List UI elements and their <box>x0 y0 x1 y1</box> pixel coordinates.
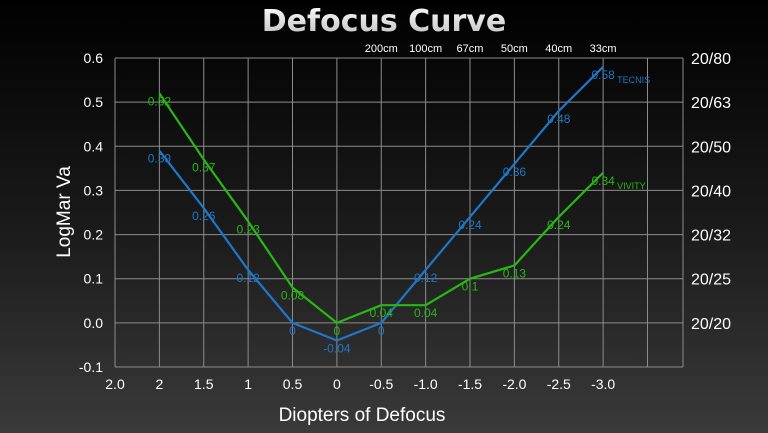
data-label-tecnis: 0.36 <box>503 165 527 179</box>
data-label-vivity: 0.34 <box>591 174 615 188</box>
distance-labels: 200cm 100cm 67cm 50cm 40cm 33cm <box>365 43 617 55</box>
distance-label: 33cm <box>590 43 617 55</box>
legend-tecnis: TECNIS <box>617 75 650 85</box>
y-tick-label: 0.4 <box>84 138 104 154</box>
data-label-vivity: 0.23 <box>236 222 260 236</box>
data-label-tecnis: 0.48 <box>547 112 571 126</box>
data-label-vivity: 0.24 <box>547 218 571 232</box>
y-tick-label: 0.0 <box>84 315 104 331</box>
data-label-vivity: 0.04 <box>370 306 394 320</box>
series-line-tecnis <box>158 66 604 342</box>
data-label-vivity: 0.37 <box>192 161 216 175</box>
snellen-label: 20/20 <box>691 316 731 333</box>
x-tick-label: -2.5 <box>547 376 571 392</box>
x-tick-label: 0 <box>333 376 341 392</box>
data-label-vivity: 0.08 <box>281 289 305 303</box>
distance-label: 200cm <box>365 43 398 55</box>
data-label-tecnis: 0.26 <box>192 209 216 223</box>
x-tick-label: -2.0 <box>502 376 526 392</box>
distance-label: 67cm <box>457 43 484 55</box>
x-axis-ticks: 2.0 2 1.5 1 0.5 0 -0.5 -1.0 -1.5 -2.0 -2.5 -3.0 <box>105 376 615 392</box>
series-line-vivity <box>158 92 604 324</box>
x-tick-label: -0.5 <box>369 376 393 392</box>
x-tick-label: -1.0 <box>414 376 438 392</box>
data-label-tecnis: 0.12 <box>414 271 438 285</box>
snellen-label: 20/50 <box>691 139 731 156</box>
data-label-tecnis: 0 <box>378 324 385 338</box>
snellen-label: 20/32 <box>691 228 731 245</box>
x-tick-label: 1 <box>244 376 252 392</box>
x-tick-label: 2 <box>155 376 163 392</box>
x-tick-label: -1.5 <box>458 376 482 392</box>
series-layer: 0.39 0.26 0.12 0 -0.04 0 0.12 0.24 0.36 0.48 0.58 T… <box>148 66 650 356</box>
y-tick-label: 0.5 <box>84 94 104 110</box>
data-label-tecnis: -0.04 <box>323 342 351 356</box>
snellen-label: 20/25 <box>691 272 731 289</box>
data-label-tecnis: 0.58 <box>591 68 615 82</box>
data-label-vivity: 0 <box>334 324 341 338</box>
x-tick-label: -3.0 <box>591 376 615 392</box>
data-label-tecnis: 0.39 <box>148 152 172 166</box>
data-label-tecnis: 0 <box>289 324 296 338</box>
x-axis-label: Diopters of Defocus <box>279 405 446 426</box>
snellen-label: 20/40 <box>691 183 731 200</box>
chart-title: Defocus Curve <box>262 4 506 39</box>
data-label-tecnis: 0.24 <box>458 218 482 232</box>
x-tick-label: 1.5 <box>194 376 214 392</box>
y-tick-label: 0.6 <box>84 50 104 66</box>
y-tick-label: 0.2 <box>84 227 104 243</box>
data-label-vivity: 0.13 <box>503 266 527 280</box>
data-label-tecnis: 0.12 <box>236 271 260 285</box>
y-axis-label: LogMar Va <box>54 166 75 258</box>
data-label-vivity: 0.04 <box>414 306 438 320</box>
y-tick-label: 0.3 <box>84 182 104 198</box>
y-tick-label: 0.1 <box>84 271 104 287</box>
x-tick-label: 2.0 <box>105 376 125 392</box>
data-label-vivity: 0.1 <box>462 280 479 294</box>
distance-label: 40cm <box>545 43 572 55</box>
legend-vivity: VIVITY <box>617 181 646 191</box>
y-axis-ticks: 0.6 0.5 0.4 0.3 0.2 0.1 0.0 -0.1 <box>79 50 103 375</box>
x-tick-label: 0.5 <box>283 376 303 392</box>
right-axis-snellen-labels: 20/80 20/63 20/50 20/40 20/32 20/25 20/20 <box>691 51 731 333</box>
distance-label: 100cm <box>409 43 442 55</box>
snellen-label: 20/63 <box>691 95 731 112</box>
distance-label: 50cm <box>501 43 528 55</box>
snellen-label: 20/80 <box>691 51 731 68</box>
y-tick-label: -0.1 <box>79 359 103 375</box>
data-label-vivity: 0.52 <box>148 94 172 108</box>
